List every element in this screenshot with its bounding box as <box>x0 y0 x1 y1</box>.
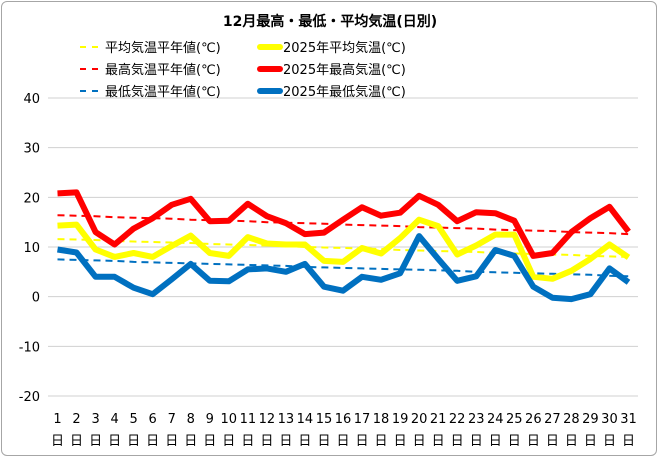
legend-item: 最高気温平年値(℃) <box>80 62 221 78</box>
x-tick-label: 7 <box>168 412 176 427</box>
x-tick-suffix: 日 <box>203 434 216 449</box>
x-tick-label: 5 <box>130 412 138 427</box>
x-tick-label: 22 <box>449 412 466 427</box>
x-tick-suffix: 日 <box>317 434 330 449</box>
x-tick-suffix: 日 <box>336 434 349 449</box>
legend-label: 2025年最高気温(℃) <box>283 62 406 78</box>
x-tick-suffix: 日 <box>222 434 235 449</box>
y-tick-label: 0 <box>32 291 40 306</box>
legend-item: 2025年最高気温(℃) <box>257 62 406 78</box>
x-tick-label: 3 <box>91 412 99 427</box>
x-tick-suffix: 日 <box>451 434 464 449</box>
x-tick-suffix: 日 <box>298 434 311 449</box>
y-tick-label: 10 <box>23 241 40 256</box>
x-tick-suffix: 日 <box>165 434 178 449</box>
y-tick-label: -20 <box>19 390 40 405</box>
y-tick-label: 30 <box>23 142 40 157</box>
x-tick-suffix: 日 <box>565 434 578 449</box>
x-tick-label: 13 <box>278 412 295 427</box>
legend-item: 平均気温平年値(℃) <box>80 40 221 56</box>
x-axis: 1日2日3日4日5日6日7日8日9日10日11日12日13日14日15日16日1… <box>51 412 637 449</box>
x-tick-suffix: 日 <box>413 434 426 449</box>
x-tick-suffix: 日 <box>470 434 483 449</box>
series-line <box>57 216 631 282</box>
legend-item: 2025年平均気温(℃) <box>257 40 406 56</box>
x-tick-suffix: 日 <box>603 434 616 449</box>
x-tick-label: 12 <box>259 412 276 427</box>
x-tick-label: 21 <box>430 412 447 427</box>
x-tick-label: 10 <box>221 412 238 427</box>
x-tick-label: 25 <box>506 412 523 427</box>
x-tick-suffix: 日 <box>108 434 121 449</box>
x-tick-label: 2 <box>72 412 80 427</box>
x-tick-suffix: 日 <box>584 434 597 449</box>
x-tick-label: 1 <box>53 412 61 427</box>
gridlines <box>48 97 638 397</box>
x-tick-suffix: 日 <box>127 434 140 449</box>
legend-label: 2025年最低気温(℃) <box>283 84 406 100</box>
x-tick-suffix: 日 <box>394 434 407 449</box>
legend-label: 平均気温平年値(℃) <box>105 40 221 56</box>
legend-label: 最高気温平年値(℃) <box>105 62 221 78</box>
legend-label: 2025年平均気温(℃) <box>283 40 406 56</box>
series-line <box>57 233 631 303</box>
x-tick-label: 8 <box>187 412 195 427</box>
x-tick-label: 11 <box>240 412 257 427</box>
x-tick-label: 30 <box>601 412 618 427</box>
legend-item: 2025年最低気温(℃) <box>257 84 406 100</box>
x-tick-label: 16 <box>335 412 352 427</box>
x-tick-label: 28 <box>563 412 580 427</box>
x-tick-suffix: 日 <box>241 434 254 449</box>
x-tick-label: 9 <box>206 412 214 427</box>
x-tick-label: 31 <box>620 412 637 427</box>
x-tick-suffix: 日 <box>146 434 159 449</box>
x-tick-label: 17 <box>354 412 371 427</box>
series-lines <box>57 189 631 303</box>
x-tick-suffix: 日 <box>260 434 273 449</box>
x-tick-label: 18 <box>373 412 390 427</box>
x-tick-suffix: 日 <box>527 434 540 449</box>
y-tick-label: -10 <box>19 340 40 355</box>
x-tick-suffix: 日 <box>508 434 521 449</box>
x-tick-suffix: 日 <box>375 434 388 449</box>
legend: 平均気温平年値(℃) 2025年平均気温(℃) 最高気温平年値(℃) 2025年最高気… <box>80 40 406 100</box>
x-tick-label: 15 <box>316 412 333 427</box>
x-tick-label: 4 <box>110 412 118 427</box>
x-tick-suffix: 日 <box>70 434 83 449</box>
legend-item: 最低気温平年値(℃) <box>80 84 221 100</box>
x-tick-suffix: 日 <box>356 434 369 449</box>
x-tick-suffix: 日 <box>432 434 445 449</box>
x-tick-label: 24 <box>487 412 504 427</box>
x-tick-label: 6 <box>149 412 157 427</box>
x-tick-suffix: 日 <box>546 434 559 449</box>
x-tick-label: 20 <box>411 412 428 427</box>
x-tick-label: 14 <box>297 412 314 427</box>
y-tick-label: 20 <box>23 191 40 206</box>
x-tick-label: 19 <box>392 412 409 427</box>
x-tick-suffix: 日 <box>51 434 64 449</box>
x-tick-suffix: 日 <box>622 434 635 449</box>
x-tick-label: 23 <box>468 412 485 427</box>
y-tick-label: 40 <box>23 92 40 107</box>
x-tick-label: 27 <box>544 412 561 427</box>
chart-title: 12月最高・最低・平均気温(日別) <box>223 13 437 30</box>
x-tick-label: 26 <box>525 412 542 427</box>
x-tick-suffix: 日 <box>184 434 197 449</box>
legend-label: 最低気温平年値(℃) <box>105 84 221 100</box>
y-axis: -20 -10 0 10 20 30 40 <box>19 92 40 405</box>
series-line <box>57 189 631 259</box>
x-tick-suffix: 日 <box>89 434 102 449</box>
x-tick-suffix: 日 <box>489 434 502 449</box>
x-tick-label: 29 <box>582 412 599 427</box>
x-tick-suffix: 日 <box>279 434 292 449</box>
